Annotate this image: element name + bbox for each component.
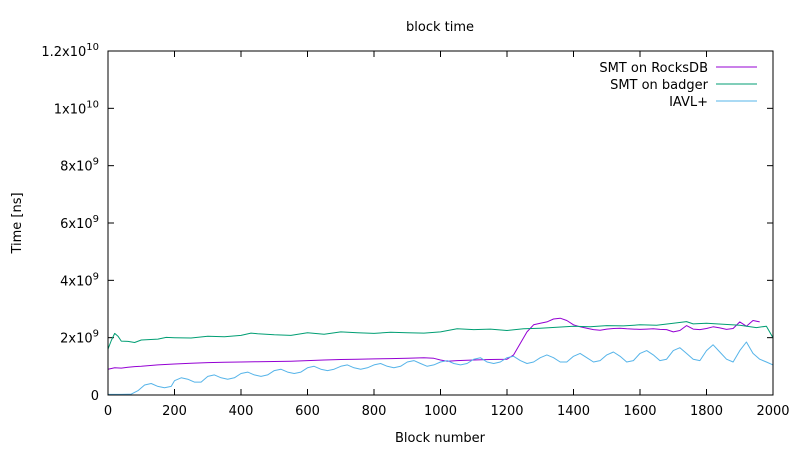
y-tick-label: 8x109 [60,157,99,175]
x-tick-label: 1600 [623,404,656,419]
chart-title: block time [406,20,474,35]
x-tick-label: 200 [162,404,187,419]
series-line-2 [107,321,774,350]
legend-label: IAVL+ [669,95,708,110]
legend-label: SMT on RocksDB [599,61,708,76]
axis-ticks: 0 200 400 600 800 1000 1200 1400 1600 1800 2000 0 2x… [41,42,789,419]
x-tick-label: 1200 [490,404,523,419]
x-tick-label: 0 [104,404,112,419]
series-lines [107,317,774,395]
x-tick-label: 1400 [557,404,590,419]
x-tick-label: 800 [362,404,387,419]
y-tick-label: 2x109 [60,329,99,347]
legend: SMT on RocksDB SMT on badger IAVL+ [599,61,757,110]
y-axis-label: Time [ns] [10,192,25,254]
x-tick-label: 1000 [424,404,457,419]
x-tick-label: 400 [229,404,254,419]
series-line-1 [107,317,760,370]
series-line-3 [108,341,774,395]
y-tick-label: 4x109 [60,271,99,289]
y-tick-label: 1x1010 [54,99,99,117]
x-axis-label: Block number [395,431,486,446]
y-tick-label: 6x109 [60,214,99,232]
y-tick-label: 1.2x1010 [41,42,99,60]
y-tick-label: 0 [91,389,99,404]
x-tick-label: 2000 [756,404,789,419]
x-tick-label: 600 [295,404,320,419]
plot-frame [107,50,774,396]
x-tick-label: 1800 [690,404,723,419]
legend-label: SMT on badger [610,78,709,93]
